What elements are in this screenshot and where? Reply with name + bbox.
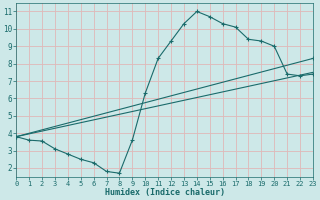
X-axis label: Humidex (Indice chaleur): Humidex (Indice chaleur) [105,188,225,197]
